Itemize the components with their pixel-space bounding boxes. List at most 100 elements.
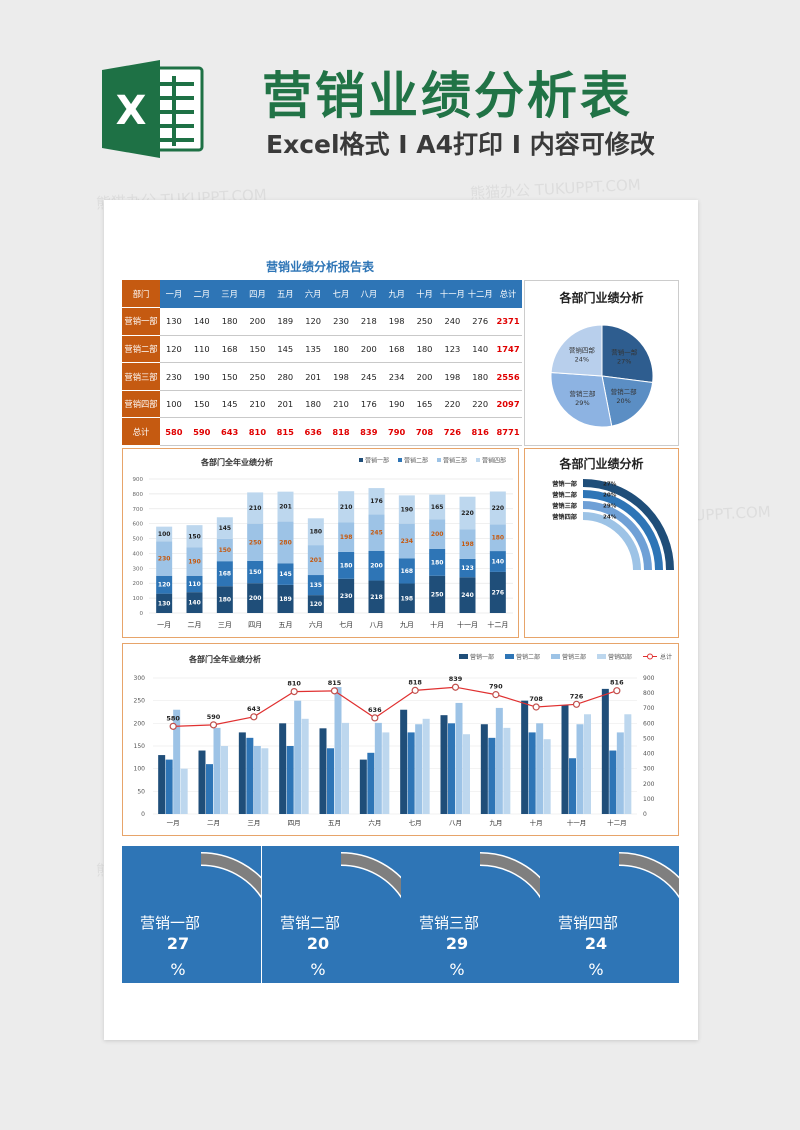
table-cell: 180 <box>215 307 244 336</box>
stacked-bar-segment <box>186 547 203 576</box>
x-tick-label: 十月 <box>430 620 444 629</box>
grouped-bar <box>319 728 327 814</box>
kpi-percent: 27 <box>166 934 190 953</box>
stacked-bar-segment <box>459 558 476 578</box>
bar-data-label: 250 <box>249 539 262 546</box>
x-tick-label: 八月 <box>449 819 462 827</box>
table-header-cell: 八月 <box>354 280 383 308</box>
table-cell: 180 <box>327 335 355 364</box>
grouped-bar <box>576 724 584 814</box>
y2-tick-label: 100 <box>643 796 655 803</box>
bar-data-label: 190 <box>401 507 414 514</box>
x-tick-label: 九月 <box>400 620 414 629</box>
row-total-cell: 2371 <box>494 307 522 336</box>
table-cell: 580 <box>160 417 188 447</box>
watermark: 熊猫办公 TUKUPPT.COM <box>469 175 642 203</box>
y2-tick-label: 0 <box>643 811 647 818</box>
bar-data-label: 210 <box>340 504 353 511</box>
bar-data-label: 276 <box>492 589 505 596</box>
progress-arc <box>479 853 540 896</box>
bar-data-label: 210 <box>249 505 262 512</box>
y-tick-label: 300 <box>133 566 144 572</box>
kpi-tile: 营销四部 24 % <box>540 846 679 983</box>
grouped-bar <box>327 748 334 814</box>
y2-tick-label: 800 <box>643 690 655 697</box>
table-cell: 120 <box>160 335 188 364</box>
table-cell: 198 <box>327 362 355 391</box>
bar-data-label: 234 <box>401 538 414 545</box>
legend-swatch <box>359 458 363 462</box>
row-dept-cell: 营销一部 <box>122 307 160 336</box>
grouped-bar <box>455 702 463 814</box>
radial-chart-panel: 各部门业绩分析 营销一部 27% 营销二部 20% 营销三部 29% 营销四部 24% <box>524 448 679 638</box>
y-tick-label: 900 <box>133 477 144 483</box>
total-point <box>572 700 581 708</box>
legend-label: 总计 <box>660 653 672 661</box>
table-cell: 816 <box>466 417 495 447</box>
radial-bar <box>582 501 652 571</box>
x-tick-label: 四月 <box>248 621 262 629</box>
stacked-bar-segment <box>489 491 506 525</box>
total-data-label: 818 <box>408 678 422 686</box>
pie-slice-label: 营销四部 <box>569 345 596 354</box>
legend-swatch <box>459 654 468 659</box>
legend-label: 营销三部 <box>443 457 467 465</box>
y-tick-label: 0 <box>140 611 144 617</box>
progress-arc-icon <box>618 852 679 899</box>
grouped-bar <box>624 714 632 814</box>
kpi-tile: 营销三部 29 % <box>401 846 540 983</box>
table-cell: 790 <box>382 417 411 447</box>
legend-label: 营销四部 <box>482 457 506 465</box>
y-tick-label: 250 <box>134 698 146 705</box>
pie-slice <box>601 324 654 384</box>
table-header-cell: 七月 <box>327 280 355 308</box>
bar-data-label: 180 <box>340 562 353 569</box>
bar-data-label: 180 <box>492 535 505 542</box>
bar-data-label: 201 <box>279 504 292 511</box>
table-cell: 220 <box>466 390 495 419</box>
y2-tick-label: 200 <box>643 781 655 788</box>
kpi-unit: % <box>310 960 326 979</box>
stacked-bar-segment <box>156 541 173 576</box>
total-data-label: 580 <box>166 714 180 722</box>
table-cell: 180 <box>466 362 495 391</box>
table-header-row: 部门 一月 二月 三月 四月 五月 六月 七月 八月 九月 十月 十一月 十二月 总计 <box>122 280 522 309</box>
pie-slice-label: 营销二部 <box>611 387 638 396</box>
grouped-bar <box>173 709 181 814</box>
table-cell: 123 <box>438 335 467 364</box>
progress-arc-icon <box>200 852 261 899</box>
grouped-bar <box>503 727 511 814</box>
bar-data-label: 135 <box>310 582 323 589</box>
table-cell: 200 <box>354 335 383 364</box>
bar-data-label: 190 <box>188 559 201 566</box>
stacked-bar-segment <box>489 571 506 613</box>
pie-slice-percent: 20% <box>616 397 630 405</box>
stacked-bar-segment <box>307 518 324 546</box>
legend-label: 营销二部 <box>404 457 428 465</box>
total-point <box>169 722 177 730</box>
stacked-bar-chart: 各部门全年业绩分析 0 100 200 300 400 500 600 700 800 900 营销一… <box>133 457 513 629</box>
bar-data-label: 165 <box>431 504 444 511</box>
stacked-bar-panel: 各部门全年业绩分析 0 100 200 300 400 500 600 700 800 900 营销一… <box>122 448 519 638</box>
radial-bar <box>582 479 674 571</box>
stacked-bar-segment <box>368 514 385 551</box>
table-cell: 230 <box>327 307 355 336</box>
hero-subtitle: Excel格式 Ⅰ A4打印 Ⅰ 内容可修改 <box>266 130 655 159</box>
table-cell: 165 <box>410 390 439 419</box>
bar-data-label: 140 <box>188 600 201 607</box>
x-tick-label: 三月 <box>247 819 260 827</box>
radial-chart-title: 各部门业绩分析 <box>559 457 644 471</box>
combo-chart-panel: 各部门全年业绩分析 0 50 100 150 200 250 300 0 100 200 300 400… <box>122 643 679 836</box>
total-data-label: 708 <box>529 695 543 703</box>
bar-data-label: 245 <box>370 530 383 537</box>
bar-data-label: 110 <box>188 581 201 588</box>
table-cell: 140 <box>187 307 216 336</box>
bar-data-label: 280 <box>279 539 292 546</box>
stacked-bar-segment <box>277 491 294 522</box>
table-cell: 180 <box>410 335 439 364</box>
x-tick-label: 九月 <box>489 818 502 827</box>
total-point <box>250 713 258 721</box>
table-cell: 198 <box>438 362 467 391</box>
stacked-bar-segment <box>368 488 385 515</box>
grouped-bar <box>561 705 569 814</box>
